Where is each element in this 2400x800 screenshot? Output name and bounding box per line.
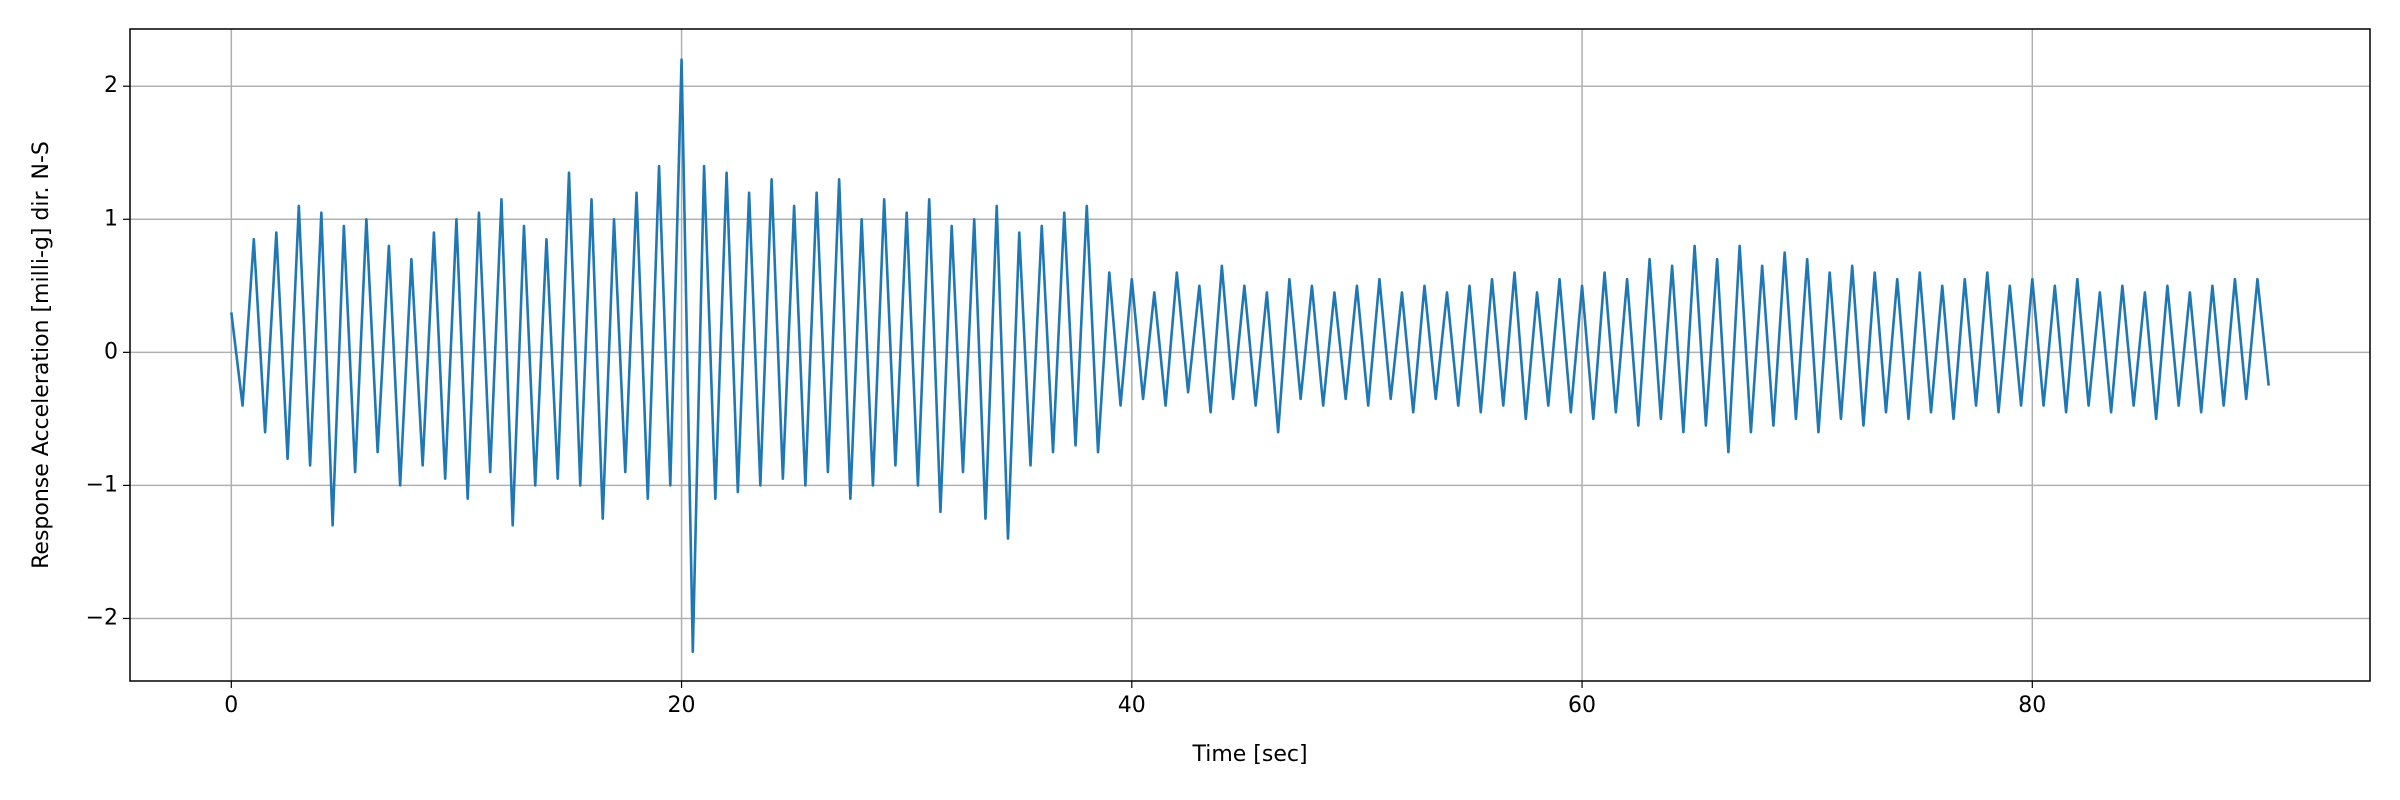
x-tick-label: 60 [1568, 693, 1596, 718]
y-tick-label: 1 [104, 206, 118, 231]
x-tick-label: 40 [1118, 693, 1146, 718]
x-tick-label: 0 [224, 693, 238, 718]
x-axis-label: Time [sec] [1191, 742, 1307, 767]
x-tick-label: 80 [2018, 693, 2046, 718]
y-axis-label: Response Acceleration [milli-g] dir. N-S [29, 141, 54, 569]
plot-frame [129, 28, 2371, 682]
y-tick-label: −2 [86, 605, 118, 630]
y-tick-label: 2 [104, 73, 118, 98]
y-tick-label: −1 [86, 472, 118, 497]
y-tick-label: 0 [104, 339, 118, 364]
signal-line [230, 58, 2270, 654]
x-tick-label: 20 [668, 693, 696, 718]
